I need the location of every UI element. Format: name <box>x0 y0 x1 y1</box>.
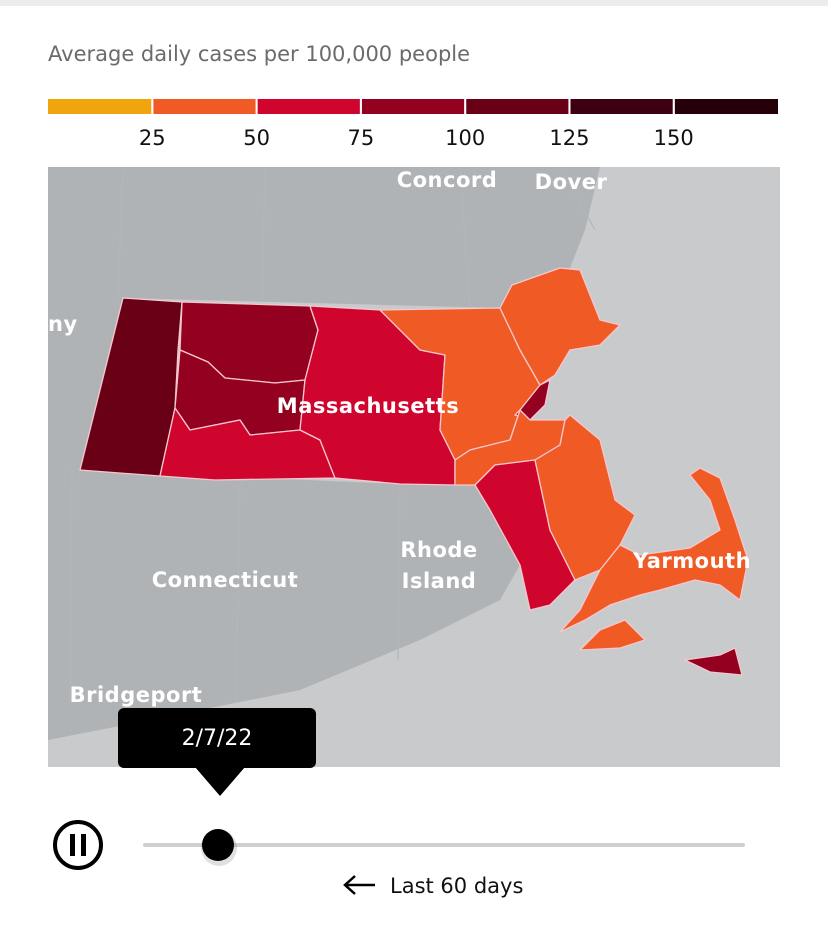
map-label: Dover <box>535 170 608 194</box>
top-bar <box>0 0 828 6</box>
map: Concord Dover ny Massachusetts Rhode Isl… <box>48 166 780 767</box>
map-label: Massachusetts <box>277 394 459 418</box>
range-label: Last 60 days <box>390 874 523 898</box>
land-south <box>48 470 520 740</box>
legend-tick-label: 100 <box>445 126 485 150</box>
pause-bar <box>81 834 86 856</box>
tooltip-pointer <box>195 767 245 796</box>
state-borders <box>69 166 596 701</box>
map-label: Bridgeport <box>70 683 203 707</box>
legend-swatch <box>153 99 257 114</box>
map-label: Yarmouth <box>632 549 751 573</box>
map-label: Connecticut <box>152 568 299 592</box>
pause-bar <box>70 834 75 856</box>
legend-swatch <box>48 99 153 114</box>
county <box>579 619 646 651</box>
arrow-left <box>343 875 375 895</box>
legend-tick-label: 150 <box>654 126 694 150</box>
legend-swatch <box>257 99 361 114</box>
legend-tick-label: 125 <box>549 126 589 150</box>
county <box>474 459 576 611</box>
map-label: ny <box>48 312 78 336</box>
tooltip-box <box>118 708 316 768</box>
tooltip: 2/7/22 <box>118 708 316 796</box>
county <box>559 467 749 633</box>
map-label: Rhode <box>400 538 477 562</box>
legend-title: Average daily cases per 100,000 people <box>48 42 470 66</box>
tooltip-date: 2/7/22 <box>182 726 253 751</box>
slider-knob[interactable] <box>202 829 234 861</box>
map-label: Island <box>402 569 477 593</box>
legend-tick-label: 25 <box>139 126 166 150</box>
county <box>534 414 636 581</box>
legend-swatch <box>570 99 674 114</box>
legend-tick-label: 75 <box>347 126 374 150</box>
pause-circle[interactable] <box>53 820 103 870</box>
legend-tick-label: 50 <box>243 126 270 150</box>
legend-swatch <box>674 99 778 114</box>
county <box>684 647 743 676</box>
land-north <box>48 167 600 470</box>
legend-swatch <box>466 99 570 114</box>
pause-button[interactable] <box>53 820 103 870</box>
county <box>499 267 621 386</box>
legend: 25 50 75 100 125 150 <box>48 99 778 150</box>
legend-swatch <box>361 99 466 114</box>
map-label: Concord <box>397 168 498 192</box>
